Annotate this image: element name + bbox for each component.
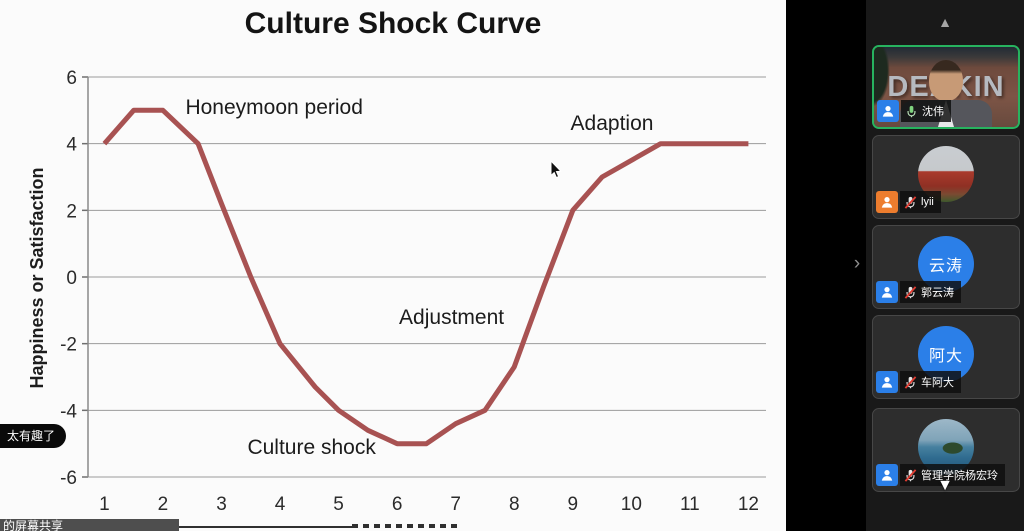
y-tick-label: -2 — [60, 335, 77, 356]
participant-role-icon — [876, 191, 898, 213]
microphone-icon — [904, 375, 917, 389]
chart-annotation: Honeymoon period — [185, 96, 362, 119]
chart-annotation: Adjustment — [399, 306, 504, 329]
participant-name: 郭云涛 — [921, 287, 954, 299]
y-tick-label: 2 — [66, 201, 77, 222]
microphone-icon — [904, 285, 917, 299]
mouse-cursor — [550, 159, 562, 179]
participant-name: 管理学院杨宏玲 — [921, 470, 998, 482]
y-tick-label: 0 — [66, 268, 77, 289]
screen-share-banner: 的屏幕共享 — [0, 519, 179, 531]
x-tick-label: 5 — [333, 494, 344, 515]
participant-tile[interactable]: lyii — [872, 135, 1020, 219]
chart-title: Culture Shock Curve — [244, 7, 542, 40]
participant-name: lyii — [921, 196, 934, 208]
participant-name: 车阿大 — [921, 377, 954, 389]
participant-tile[interactable]: 管理学院杨宏玲 — [872, 408, 1020, 492]
participant-role-icon — [876, 281, 898, 303]
participant-tile[interactable]: 云涛 郭云涛 — [872, 225, 1020, 309]
participant-face — [929, 60, 963, 101]
participant-role-icon — [876, 371, 898, 393]
x-tick-label: 10 — [621, 494, 642, 515]
chart-annotation: Culture shock — [247, 436, 376, 459]
participant-tile[interactable]: DEAKIN 沈伟 — [872, 45, 1020, 129]
microphone-icon — [904, 468, 917, 482]
participant-role-icon — [877, 100, 899, 122]
x-tick-label: 12 — [738, 494, 759, 515]
culture-shock-curve-line — [102, 107, 749, 447]
participant-name-tag: 车阿大 — [900, 371, 961, 393]
microphone-icon — [907, 105, 916, 117]
participant-name-tag: 郭云涛 — [900, 281, 961, 303]
participant-tile[interactable]: 阿大 车阿大 — [872, 315, 1020, 399]
participant-name-tag: lyii — [900, 191, 941, 213]
x-tick-label: 2 — [158, 494, 169, 515]
scroll-up-icon[interactable]: ▲ — [938, 14, 952, 30]
y-tick-label: -4 — [60, 401, 77, 422]
participant-name-tag: 沈伟 — [901, 100, 951, 122]
x-tick-label: 8 — [509, 494, 520, 515]
x-tick-label: 7 — [450, 494, 461, 515]
x-tick-label: 6 — [392, 494, 403, 515]
scroll-down-icon[interactable]: ▼ — [937, 477, 953, 494]
chart-annotation: Adaption — [571, 112, 654, 135]
clipped-text-fragment — [352, 524, 462, 528]
x-tick-label: 1 — [99, 494, 110, 515]
y-tick-label: 4 — [66, 135, 77, 156]
clipped-text-fragment — [75, 526, 352, 528]
shared-screen-slide: Culture Shock Curve Happiness or Satisfa… — [0, 0, 786, 531]
chat-message-toast: 太有趣了 — [0, 424, 67, 448]
participants-sidebar: ▲ DEAKIN 沈伟 — [866, 0, 1024, 531]
participant-name: 沈伟 — [922, 106, 944, 118]
x-tick-label: 11 — [680, 494, 700, 515]
participant-name-tag: 管理学院杨宏玲 — [900, 464, 1005, 486]
participant-role-icon — [876, 464, 898, 486]
y-tick-label: 6 — [66, 68, 77, 89]
x-tick-label: 3 — [216, 494, 227, 515]
x-tick-label: 4 — [275, 494, 286, 515]
y-tick-label: -6 — [60, 468, 77, 489]
chevron-right-icon[interactable]: › — [853, 253, 861, 274]
x-tick-label: 9 — [567, 494, 578, 515]
microphone-icon — [904, 195, 917, 209]
